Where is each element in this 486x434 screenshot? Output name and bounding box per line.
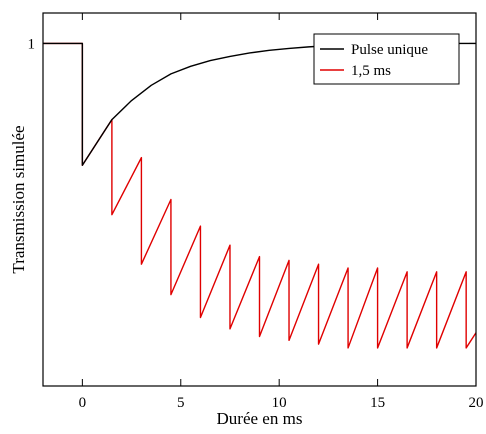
x-tick-label-2: 10: [272, 395, 287, 411]
legend-label-0: Pulse unique: [351, 42, 428, 58]
x-tick-label-3: 15: [370, 395, 385, 411]
plot-frame: [42, 12, 477, 387]
series-line-1: [43, 42, 477, 349]
y-tick-label-0: 1: [28, 36, 36, 52]
y-axis-label: Transmission simulée: [9, 125, 28, 273]
plot-area: [43, 42, 477, 349]
x-tick-label-0: 0: [79, 395, 87, 411]
axis-ticks: 0 5 10 15 20 1: [28, 13, 484, 411]
legend: Pulse unique 1,5 ms: [313, 33, 460, 85]
x-tick-label-1: 5: [177, 395, 185, 411]
x-axis-label: Durée en ms: [217, 409, 303, 428]
x-tick-label-4: 20: [469, 395, 484, 411]
legend-box: [313, 33, 460, 85]
legend-label-1: 1,5 ms: [351, 63, 391, 79]
